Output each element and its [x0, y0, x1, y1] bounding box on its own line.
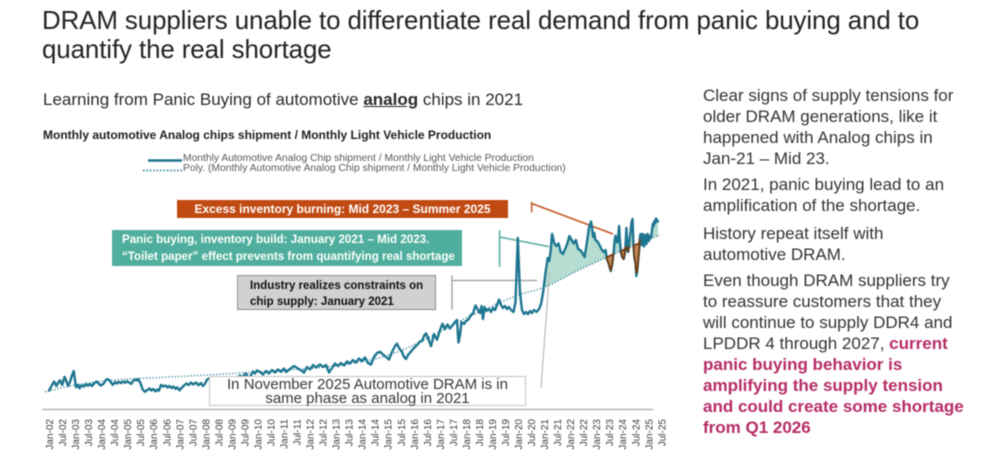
svg-text:Jul-09: Jul-09 — [240, 419, 251, 447]
svg-text:Jan-03: Jan-03 — [71, 419, 82, 450]
svg-text:Jan-18: Jan-18 — [462, 419, 473, 450]
svg-text:Jan-07: Jan-07 — [175, 419, 186, 450]
svg-text:Jan-19: Jan-19 — [488, 419, 499, 450]
svg-text:Jul-04: Jul-04 — [110, 419, 121, 447]
svg-text:Jan-17: Jan-17 — [436, 419, 447, 450]
svg-text:Jan-16: Jan-16 — [410, 419, 421, 450]
svg-text:Jul-08: Jul-08 — [214, 419, 225, 447]
svg-text:Jul-18: Jul-18 — [475, 419, 486, 447]
svg-text:Jan-08: Jan-08 — [201, 419, 212, 450]
svg-text:Jan-14: Jan-14 — [358, 419, 369, 450]
svg-text:Jul-21: Jul-21 — [553, 419, 564, 447]
svg-text:Jan-20: Jan-20 — [514, 419, 525, 450]
svg-text:Jul-17: Jul-17 — [449, 419, 460, 447]
svg-text:Jul-10: Jul-10 — [267, 419, 278, 447]
svg-text:Jul-03: Jul-03 — [84, 419, 95, 447]
svg-text:Jan-15: Jan-15 — [384, 419, 395, 450]
svg-text:Jan-09: Jan-09 — [227, 419, 238, 450]
svg-text:Jul-13: Jul-13 — [345, 419, 356, 447]
svg-text:Jul-24: Jul-24 — [631, 419, 642, 447]
svg-text:Jan-10: Jan-10 — [253, 419, 264, 450]
svg-text:Jan-21: Jan-21 — [540, 419, 551, 450]
svg-text:Jul-16: Jul-16 — [423, 419, 434, 447]
svg-text:Jan-04: Jan-04 — [97, 419, 108, 450]
svg-text:Jan-02: Jan-02 — [45, 419, 56, 450]
svg-text:Jan-11: Jan-11 — [280, 419, 291, 449]
svg-text:Jan-05: Jan-05 — [123, 419, 134, 450]
svg-text:Jan-25: Jan-25 — [644, 419, 655, 450]
svg-text:Jan-06: Jan-06 — [149, 419, 160, 450]
svg-text:Jan-13: Jan-13 — [332, 419, 343, 450]
svg-text:Jul-14: Jul-14 — [371, 419, 382, 447]
svg-text:Jul-07: Jul-07 — [188, 419, 199, 447]
svg-text:Jul-20: Jul-20 — [527, 419, 538, 447]
svg-text:Jul-15: Jul-15 — [397, 419, 408, 447]
svg-text:Jul-11: Jul-11 — [293, 419, 304, 446]
svg-text:Jul-23: Jul-23 — [605, 419, 616, 447]
svg-text:Jan-23: Jan-23 — [592, 419, 603, 450]
svg-text:Jul-22: Jul-22 — [579, 419, 590, 447]
svg-text:Jul-02: Jul-02 — [58, 419, 69, 447]
svg-text:Jan-12: Jan-12 — [306, 419, 317, 450]
svg-text:Jan-24: Jan-24 — [618, 419, 629, 450]
svg-text:Jan-22: Jan-22 — [566, 419, 577, 450]
svg-text:Jul-12: Jul-12 — [319, 419, 330, 447]
svg-text:Jul-25: Jul-25 — [657, 419, 668, 447]
svg-text:Jul-19: Jul-19 — [501, 419, 512, 447]
svg-text:Jul-05: Jul-05 — [136, 419, 147, 447]
svg-text:Jul-06: Jul-06 — [162, 419, 173, 447]
